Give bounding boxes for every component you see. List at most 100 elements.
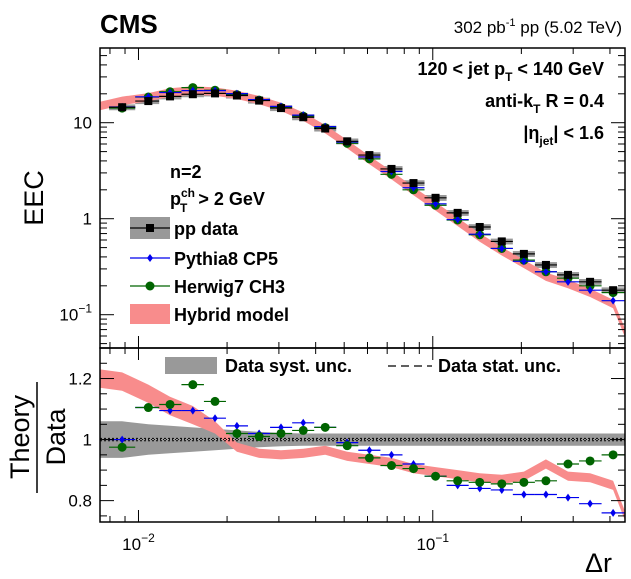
herwig7-ch3-ratio-point <box>585 456 595 466</box>
ratio-title-denominator: Data <box>41 408 71 466</box>
pythia8-cp5-point <box>565 277 571 286</box>
pp-data-point <box>387 164 396 173</box>
legend-entry-pp-data: pp data <box>130 217 239 239</box>
ratio-y-tick-label: 0.8 <box>68 492 92 511</box>
pythia8-cp5-ratio-point <box>119 435 125 444</box>
herwig7-ch3-ratio-point <box>188 380 198 390</box>
pythia8-cp5-point <box>587 286 593 295</box>
pp-data-point <box>409 179 418 188</box>
ratio-y-tick-label: 1.2 <box>68 370 92 389</box>
herwig7-ch3-ratio-point <box>386 461 396 471</box>
ratio-title-numerator: Theory <box>5 394 35 479</box>
legend-marker-diamond <box>147 254 153 262</box>
legend-entry-stat-unc: Data stat. unc. <box>388 356 561 376</box>
n-label: n=2 <box>170 162 202 182</box>
jet-pt-range: 120 < jet pT < 140 GeV <box>418 59 604 84</box>
hybrid-ratio-band <box>100 369 625 521</box>
pp-data-point <box>453 208 462 217</box>
herwig7-ch3-ratio-point <box>210 396 220 406</box>
pythia8-cp5-ratio-point <box>190 406 196 415</box>
pythia8-cp5-ratio-point <box>610 508 616 517</box>
herwig7-ch3-ratio-point <box>254 432 264 442</box>
track-pt-cut: pch T > 2 GeV <box>170 186 265 215</box>
herwig7-ch3-ratio-point <box>408 464 418 474</box>
pythia8-cp5-ratio-point <box>212 414 218 423</box>
ratio-y-tick-label: 1 <box>83 431 92 450</box>
main-legend: pp data Pythia8 CP5 Herwig7 CH3 Hybrid m… <box>130 217 289 325</box>
pp-data-point <box>144 97 153 106</box>
y-tick-label: 10 <box>73 114 92 133</box>
pythia8-cp5-ratio-point <box>388 450 395 459</box>
pythia8-cp5-point <box>476 230 483 239</box>
pythia8-cp5-point <box>498 244 505 253</box>
ratio-legend: Data syst. unc. Data stat. unc. <box>165 356 561 376</box>
pp-data-point <box>321 124 330 133</box>
y-tick-label: 10−1 <box>59 302 92 325</box>
pythia8-cp5-point <box>521 257 527 266</box>
hybrid-model-band <box>100 86 625 338</box>
pythia8-cp5-ratio-point <box>543 490 549 499</box>
legend-swatch-hybrid <box>130 304 170 324</box>
x-tick-label: 10−1 <box>416 531 449 554</box>
data-syst-band <box>100 421 625 458</box>
legend-entry-herwig: Herwig7 CH3 <box>130 277 285 297</box>
herwig7-ch3-ratio-point <box>232 428 242 438</box>
pp-data-point <box>343 137 352 146</box>
pp-data-point <box>277 104 286 113</box>
pythia8-cp5-ratio-point <box>366 446 373 455</box>
herwig7-ch3-ratio-point <box>453 476 463 486</box>
pp-data-point <box>586 277 595 286</box>
herwig7-ch3-ratio-point <box>608 450 618 460</box>
pp-data-point <box>211 89 220 98</box>
legend-marker-square <box>146 224 154 232</box>
experiment-label: CMS <box>100 9 158 39</box>
legend-swatch-syst-unc <box>165 357 217 374</box>
luminosity-label: 302 pb-1 pp (5.02 TeV) <box>454 17 622 37</box>
herwig7-ch3-ratio-point <box>431 471 441 481</box>
ratio-frame <box>99 347 626 523</box>
legend-marker-circle <box>145 281 155 291</box>
herwig7-ch3-ratio-point <box>143 403 153 413</box>
herwig7-ch3-ratio-point <box>117 442 127 452</box>
herwig7-ch3-ratio-point <box>342 441 352 451</box>
herwig7-ch3-ratio-point <box>475 477 485 487</box>
pythia8-cp5-ratio-point <box>521 490 527 499</box>
pp-data-point <box>431 193 440 202</box>
herwig7-ch3-ratio-point <box>497 479 507 489</box>
pythia8-cp5-ratio-point <box>565 493 571 502</box>
legend-label-stat-unc: Data stat. unc. <box>438 356 561 376</box>
herwig7-ch3-ratio-point <box>519 477 529 487</box>
pythia8-cp5-point <box>610 296 616 305</box>
pp-data-point <box>609 286 618 295</box>
herwig7-ch3-ratio-point <box>298 425 308 435</box>
herwig7-ch3-ratio-point <box>320 422 330 432</box>
pp-data-point <box>118 103 127 112</box>
pp-data-point <box>475 222 484 231</box>
herwig7-ch3-ratio-point <box>364 453 374 463</box>
pp-data-point <box>255 96 264 105</box>
pp-data-point <box>166 92 175 101</box>
ratio-panel: 10−2 10−1 0.8 1 1.2 <box>68 347 626 554</box>
legend-label-herwig: Herwig7 CH3 <box>174 277 285 297</box>
herwig7-ch3-ratio-point <box>276 428 286 438</box>
y-axis-title-main: EEC <box>19 170 49 226</box>
pp-data-point <box>232 91 241 100</box>
legend-label-pp-data: pp data <box>174 219 239 239</box>
main-panel: 10−1 1 10 <box>59 47 626 349</box>
herwig7-ch3-ratio-point <box>165 399 175 409</box>
x-axis-title: Δr <box>585 548 612 578</box>
pp-data-point <box>519 249 528 258</box>
y-axis-title-ratio: Theory Data <box>5 382 71 493</box>
pp-data-point <box>497 237 506 246</box>
herwig7-ch3-ratio-point <box>541 476 551 486</box>
pp-data-point <box>541 260 550 269</box>
pythia8-cp5-point <box>543 267 549 276</box>
pp-data-point <box>564 270 573 279</box>
pp-data-point <box>365 151 374 160</box>
herwig7-ch3-ratio-point <box>563 459 573 469</box>
pythia8-cp5-ratio-point <box>587 499 593 508</box>
pythia8-cp5-point <box>454 215 461 224</box>
pp-data-point <box>299 113 308 122</box>
jet-eta-range: |ηjet| < 1.6 <box>523 123 604 148</box>
